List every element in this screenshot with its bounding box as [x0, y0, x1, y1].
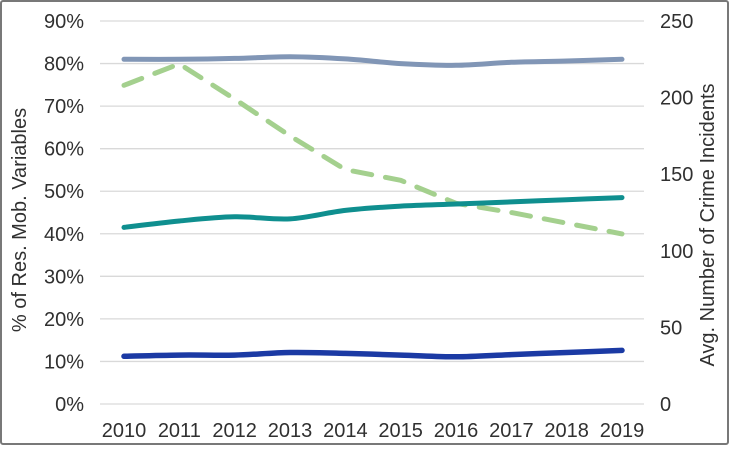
steel-blue-line	[121, 54, 625, 68]
right-axis-tick: 100	[660, 241, 693, 263]
series-lines	[121, 54, 625, 360]
right-axis-tick: 200	[660, 88, 693, 110]
right-axis-title: Avg. Number of Crime Incidents	[697, 83, 719, 366]
x-axis-tick: 2013	[268, 420, 313, 442]
x-axis-tick: 2015	[378, 420, 423, 442]
x-axis-tick: 2012	[212, 420, 257, 442]
left-axis-tick-labels: 0% 10% 20% 30% 40% 50% 60% 70% 80% 90%	[44, 11, 84, 416]
gridlines	[100, 20, 644, 405]
x-axis-year-labels: 2010 2011 2012 2013 2014 2015 2016 2017 2018 2019	[102, 420, 645, 442]
x-axis-tick: 2014	[323, 420, 368, 442]
left-axis-tick: 20%	[44, 309, 84, 331]
left-axis-tick: 60%	[44, 139, 84, 161]
x-axis-tick: 2019	[600, 420, 645, 442]
left-axis-title: % of Res. Mob. Variables	[9, 108, 31, 332]
x-axis-tick: 2016	[434, 420, 479, 442]
left-axis-tick: 30%	[44, 266, 84, 288]
right-axis-tick: 50	[660, 317, 682, 339]
right-axis-tick: 0	[660, 394, 671, 416]
x-axis-tick: 2010	[102, 420, 147, 442]
left-axis-tick: 40%	[44, 224, 84, 246]
left-axis-tick: 50%	[44, 181, 84, 203]
left-axis-tick: 0%	[55, 394, 84, 416]
right-axis-tick-labels: 0 50 100 150 200 250	[660, 11, 693, 416]
left-axis-tick: 80%	[44, 54, 84, 76]
left-axis-tick: 70%	[44, 96, 84, 118]
right-axis-tick: 150	[660, 164, 693, 186]
x-axis-tick: 2018	[544, 420, 589, 442]
left-axis-tick: 10%	[44, 351, 84, 373]
x-axis-tick: 2017	[489, 420, 534, 442]
teal-line	[121, 195, 625, 230]
left-axis-tick: 90%	[44, 11, 84, 33]
navy-line	[121, 347, 625, 360]
green-dashed-line	[121, 61, 625, 237]
right-axis-tick: 250	[660, 11, 693, 33]
x-axis-tick: 2011	[158, 420, 201, 442]
